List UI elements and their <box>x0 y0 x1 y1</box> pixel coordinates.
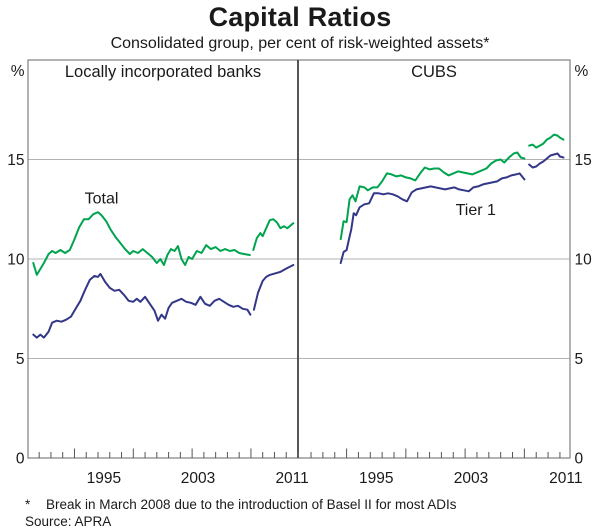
x-tick-cubs-2003: 2003 <box>454 470 488 487</box>
y-tick-right-10: 10 <box>575 252 593 269</box>
y-axis-unit-left: % <box>11 63 25 80</box>
y-axis-unit-right: % <box>575 63 589 80</box>
y-tick-right-15: 15 <box>575 152 592 169</box>
series-tier1-banks-seg2 <box>252 264 295 311</box>
source-line: Source: APRA <box>25 514 112 529</box>
chart-subtitle: Consolidated group, per cent of risk-wei… <box>110 35 490 52</box>
panel-banks: Locally incorporated banks 1995 2003 2011 To… <box>32 63 309 487</box>
x-tick-cubs-1995: 1995 <box>359 470 393 487</box>
y-tick-left-5: 5 <box>16 351 25 368</box>
x-tick-banks-2003: 2003 <box>181 470 215 487</box>
series-total-banks-seg1 <box>32 211 251 276</box>
footnote-marker: * <box>25 497 31 512</box>
series-label-tier1-cubs: Tier 1 <box>456 202 496 219</box>
series-total-cubs-seg2 <box>528 133 565 149</box>
chart-title: Capital Ratios <box>208 2 392 32</box>
footnote-line: * Break in March 2008 due to the introduc… <box>25 497 585 512</box>
x-tick-banks-2011: 2011 <box>275 470 308 487</box>
series-tier1-cubs-seg2 <box>528 152 565 169</box>
y-tick-right-5: 5 <box>575 351 584 368</box>
panel-header-banks: Locally incorporated banks <box>65 63 261 81</box>
series-tier1-banks-seg1 <box>32 272 252 339</box>
y-tick-left-15: 15 <box>7 152 24 169</box>
y-tick-left-10: 10 <box>7 252 25 269</box>
x-tick-cubs-2011: 2011 <box>549 470 582 487</box>
y-tick-right-0: 0 <box>575 451 584 468</box>
panel-header-cubs: CUBS <box>411 63 457 81</box>
series-total-banks-seg2 <box>252 218 295 251</box>
y-tick-left-0: 0 <box>16 451 25 468</box>
plot-frame <box>27 59 571 459</box>
series-label-total-banks: Total <box>85 190 119 207</box>
x-tick-banks-1995: 1995 <box>87 470 121 487</box>
panel-cubs: CUBS 1995 2003 2011 Tier 1 <box>310 63 583 487</box>
series-tier1-cubs-seg1 <box>339 172 526 264</box>
series-total-cubs-seg1 <box>339 151 526 241</box>
footnote-text: Break in March 2008 due to the introduct… <box>46 497 457 512</box>
